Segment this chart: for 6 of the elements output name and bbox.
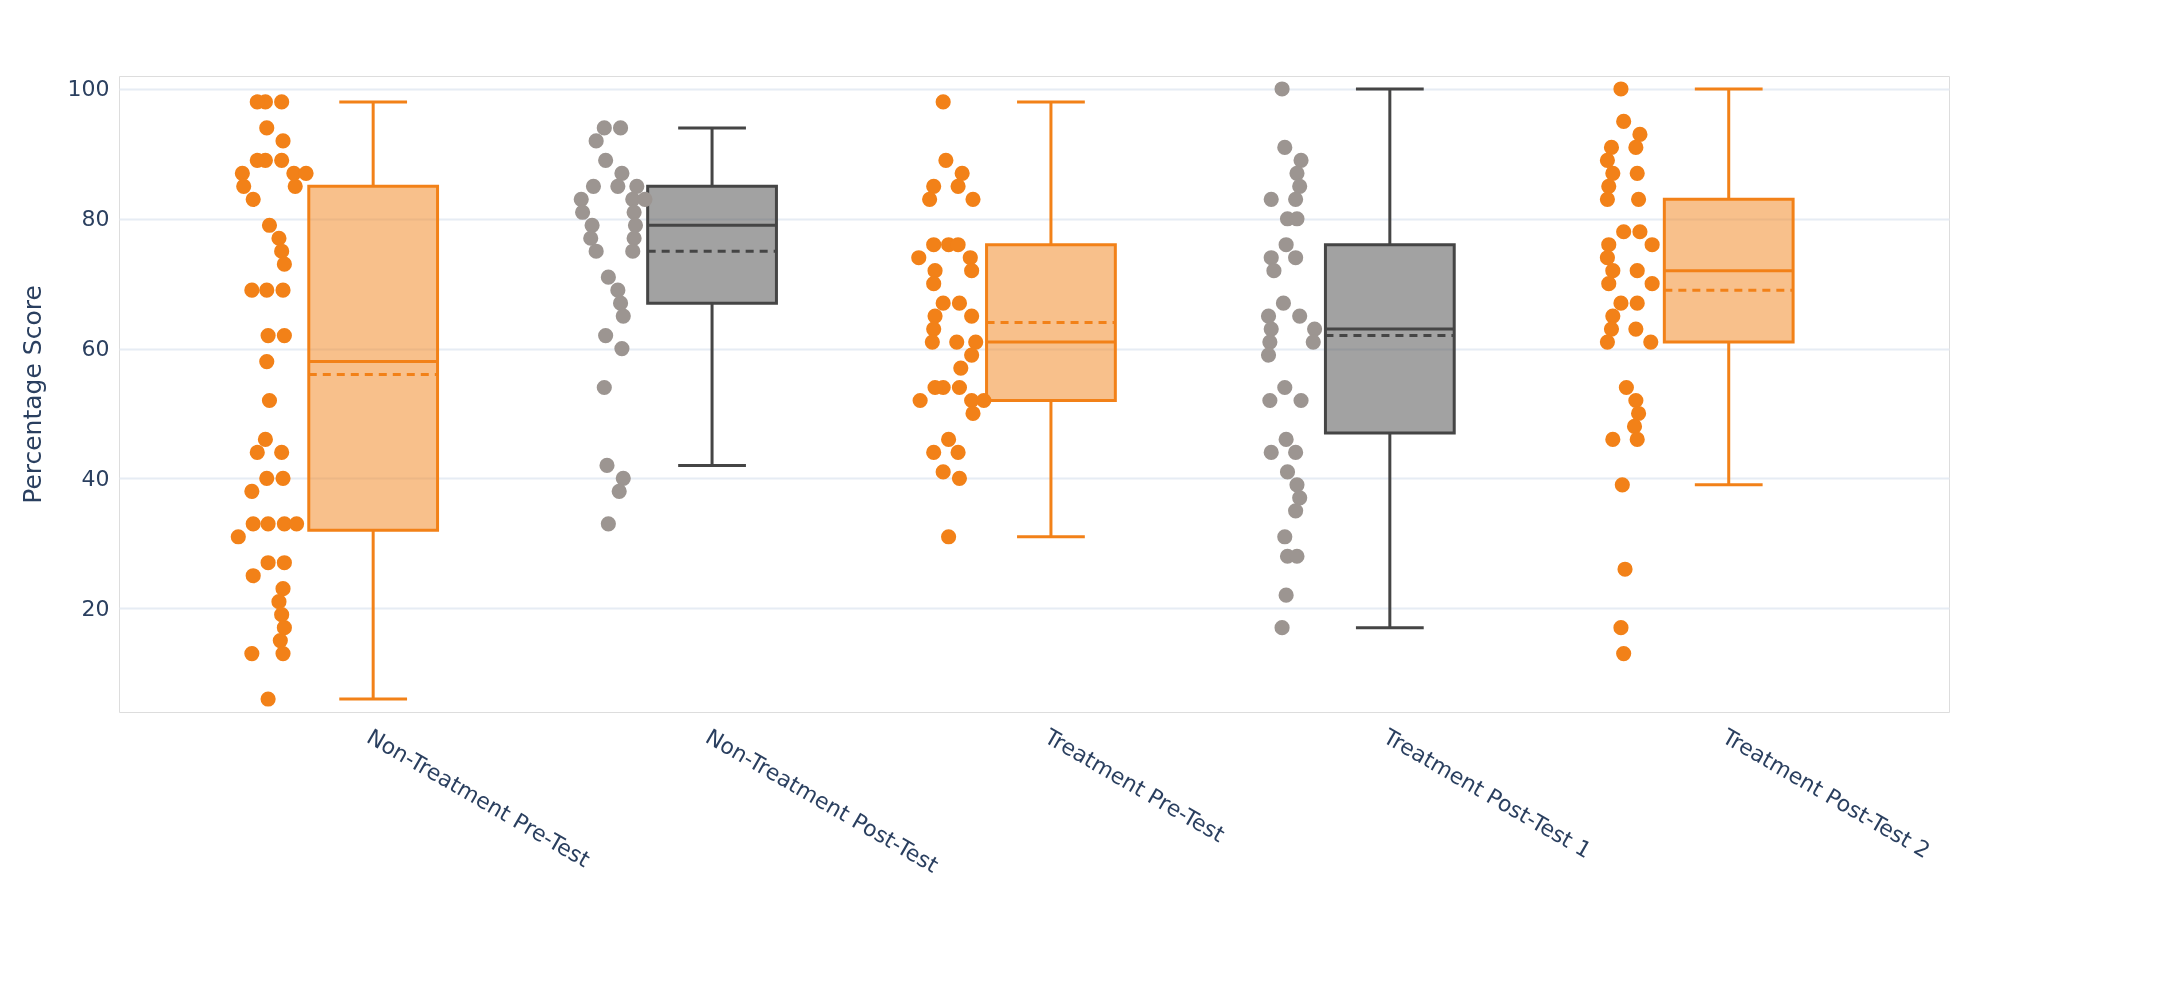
y-tick-label: 40 bbox=[81, 465, 110, 491]
y-tick-label: 100 bbox=[67, 76, 110, 102]
y-tick-label: 60 bbox=[81, 336, 110, 362]
y-axis-title: Percentage Score bbox=[17, 285, 47, 504]
y-tick-label: 80 bbox=[81, 206, 110, 232]
y-tick-label: 20 bbox=[81, 595, 110, 621]
